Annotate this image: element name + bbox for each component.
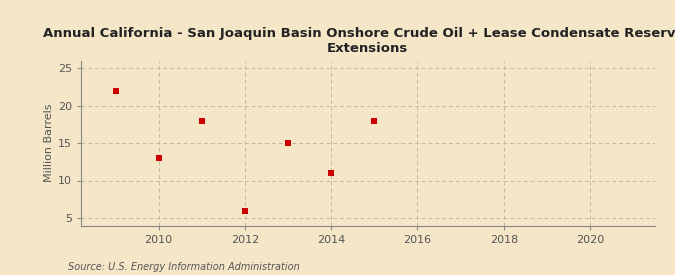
Point (369, 118, 380, 123)
Point (110, 88, 121, 93)
Point (326, 171, 337, 175)
Point (283, 141, 294, 145)
Title: Annual California - San Joaquin Basin Onshore Crude Oil + Lease Condensate Reser: Annual California - San Joaquin Basin On… (43, 27, 675, 55)
Y-axis label: Million Barrels: Million Barrels (44, 104, 54, 182)
Text: Source: U.S. Energy Information Administration: Source: U.S. Energy Information Administ… (68, 262, 299, 272)
Point (240, 208, 250, 213)
Point (153, 156, 164, 160)
Point (196, 118, 207, 123)
